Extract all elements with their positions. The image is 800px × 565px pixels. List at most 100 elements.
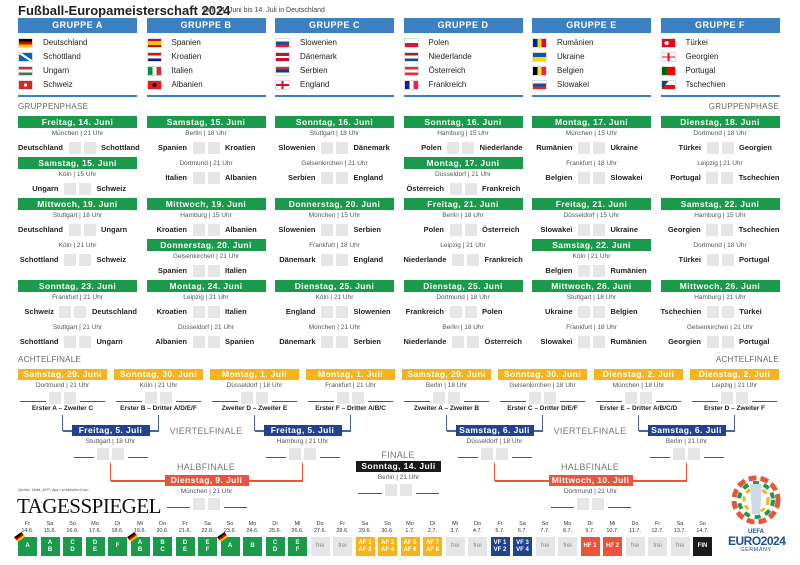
away-score-field[interactable] xyxy=(721,223,734,236)
away-score-field[interactable] xyxy=(207,335,220,348)
home-score-field[interactable] xyxy=(451,253,464,266)
home-score-field[interactable] xyxy=(192,223,205,236)
home-score-field[interactable] xyxy=(321,253,333,266)
team-entry-line[interactable] xyxy=(511,450,532,458)
away-score-field[interactable] xyxy=(160,392,172,404)
home-score-field[interactable] xyxy=(192,305,205,318)
away-score-field[interactable] xyxy=(544,392,556,404)
home-score-field[interactable] xyxy=(321,305,333,318)
away-score-field[interactable] xyxy=(207,264,220,277)
home-score-field[interactable] xyxy=(49,392,61,404)
team-entry-line[interactable] xyxy=(655,394,681,402)
home-score-field[interactable] xyxy=(289,448,301,460)
team-entry-line[interactable] xyxy=(500,394,526,402)
home-score-field[interactable] xyxy=(321,335,333,348)
home-score-field[interactable] xyxy=(449,182,462,195)
team-entry-line[interactable] xyxy=(73,450,94,458)
away-score-field[interactable] xyxy=(64,392,76,404)
home-score-field[interactable] xyxy=(321,223,333,236)
away-score-field[interactable] xyxy=(352,392,364,404)
home-score-field[interactable] xyxy=(625,392,637,404)
away-score-field[interactable] xyxy=(466,253,479,266)
away-score-field[interactable] xyxy=(593,223,605,236)
team-entry-line[interactable] xyxy=(166,500,190,508)
away-score-field[interactable] xyxy=(256,392,268,404)
away-score-field[interactable] xyxy=(304,448,316,460)
home-score-field[interactable] xyxy=(337,392,349,404)
home-score-field[interactable] xyxy=(68,223,81,236)
away-score-field[interactable] xyxy=(400,484,412,496)
home-score-field[interactable] xyxy=(449,223,462,236)
home-score-field[interactable] xyxy=(578,264,590,277)
away-score-field[interactable] xyxy=(112,448,124,460)
away-score-field[interactable] xyxy=(336,171,348,184)
home-score-field[interactable] xyxy=(59,305,72,318)
away-score-field[interactable] xyxy=(207,223,220,236)
away-score-field[interactable] xyxy=(207,171,220,184)
away-score-field[interactable] xyxy=(464,223,477,236)
home-score-field[interactable] xyxy=(192,335,205,348)
team-entry-line[interactable] xyxy=(692,394,718,402)
team-entry-line[interactable] xyxy=(607,500,631,508)
team-entry-line[interactable] xyxy=(404,394,430,402)
away-score-field[interactable] xyxy=(448,392,460,404)
team-entry-line[interactable] xyxy=(559,394,585,402)
team-entry-line[interactable] xyxy=(319,450,340,458)
team-entry-line[interactable] xyxy=(751,394,777,402)
home-score-field[interactable] xyxy=(481,448,493,460)
away-score-field[interactable] xyxy=(640,392,652,404)
away-score-field[interactable] xyxy=(593,335,605,348)
home-score-field[interactable] xyxy=(64,253,76,266)
team-entry-line[interactable] xyxy=(457,450,478,458)
home-score-field[interactable] xyxy=(192,171,205,184)
away-score-field[interactable] xyxy=(496,448,508,460)
home-score-field[interactable] xyxy=(241,392,253,404)
home-score-field[interactable] xyxy=(721,392,733,404)
away-score-field[interactable] xyxy=(79,253,91,266)
away-score-field[interactable] xyxy=(593,305,605,318)
away-score-field[interactable] xyxy=(83,141,96,154)
team-entry-line[interactable] xyxy=(175,394,201,402)
home-score-field[interactable] xyxy=(578,223,590,236)
home-score-field[interactable] xyxy=(321,141,333,154)
home-score-field[interactable] xyxy=(449,305,462,318)
away-score-field[interactable] xyxy=(74,305,87,318)
away-score-field[interactable] xyxy=(79,335,91,348)
home-score-field[interactable] xyxy=(577,498,589,510)
away-score-field[interactable] xyxy=(466,335,479,348)
away-score-field[interactable] xyxy=(336,305,348,318)
home-score-field[interactable] xyxy=(706,171,719,184)
away-score-field[interactable] xyxy=(83,223,96,236)
team-entry-line[interactable] xyxy=(550,500,574,508)
team-entry-line[interactable] xyxy=(358,486,382,494)
away-score-field[interactable] xyxy=(721,253,734,266)
away-score-field[interactable] xyxy=(721,141,734,154)
away-score-field[interactable] xyxy=(721,305,734,318)
away-score-field[interactable] xyxy=(592,498,604,510)
away-score-field[interactable] xyxy=(79,182,91,195)
team-entry-line[interactable] xyxy=(271,394,297,402)
home-score-field[interactable] xyxy=(433,392,445,404)
home-score-field[interactable] xyxy=(673,448,685,460)
away-score-field[interactable] xyxy=(208,498,220,510)
home-score-field[interactable] xyxy=(447,141,460,154)
away-score-field[interactable] xyxy=(721,335,734,348)
home-score-field[interactable] xyxy=(706,141,719,154)
home-score-field[interactable] xyxy=(192,141,205,154)
away-score-field[interactable] xyxy=(336,223,348,236)
team-entry-line[interactable] xyxy=(79,394,105,402)
home-score-field[interactable] xyxy=(706,223,719,236)
away-score-field[interactable] xyxy=(464,182,477,195)
team-entry-line[interactable] xyxy=(649,450,670,458)
away-score-field[interactable] xyxy=(336,253,348,266)
away-score-field[interactable] xyxy=(207,141,220,154)
home-score-field[interactable] xyxy=(529,392,541,404)
home-score-field[interactable] xyxy=(192,264,205,277)
away-score-field[interactable] xyxy=(462,141,475,154)
home-score-field[interactable] xyxy=(578,171,590,184)
away-score-field[interactable] xyxy=(688,448,700,460)
team-entry-line[interactable] xyxy=(308,394,334,402)
team-entry-line[interactable] xyxy=(20,394,46,402)
home-score-field[interactable] xyxy=(145,392,157,404)
home-score-field[interactable] xyxy=(578,141,590,154)
